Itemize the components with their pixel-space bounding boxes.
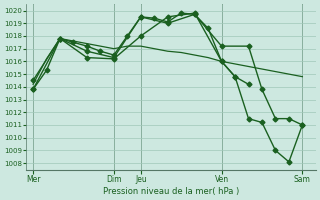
X-axis label: Pression niveau de la mer( hPa ): Pression niveau de la mer( hPa ) xyxy=(103,187,239,196)
